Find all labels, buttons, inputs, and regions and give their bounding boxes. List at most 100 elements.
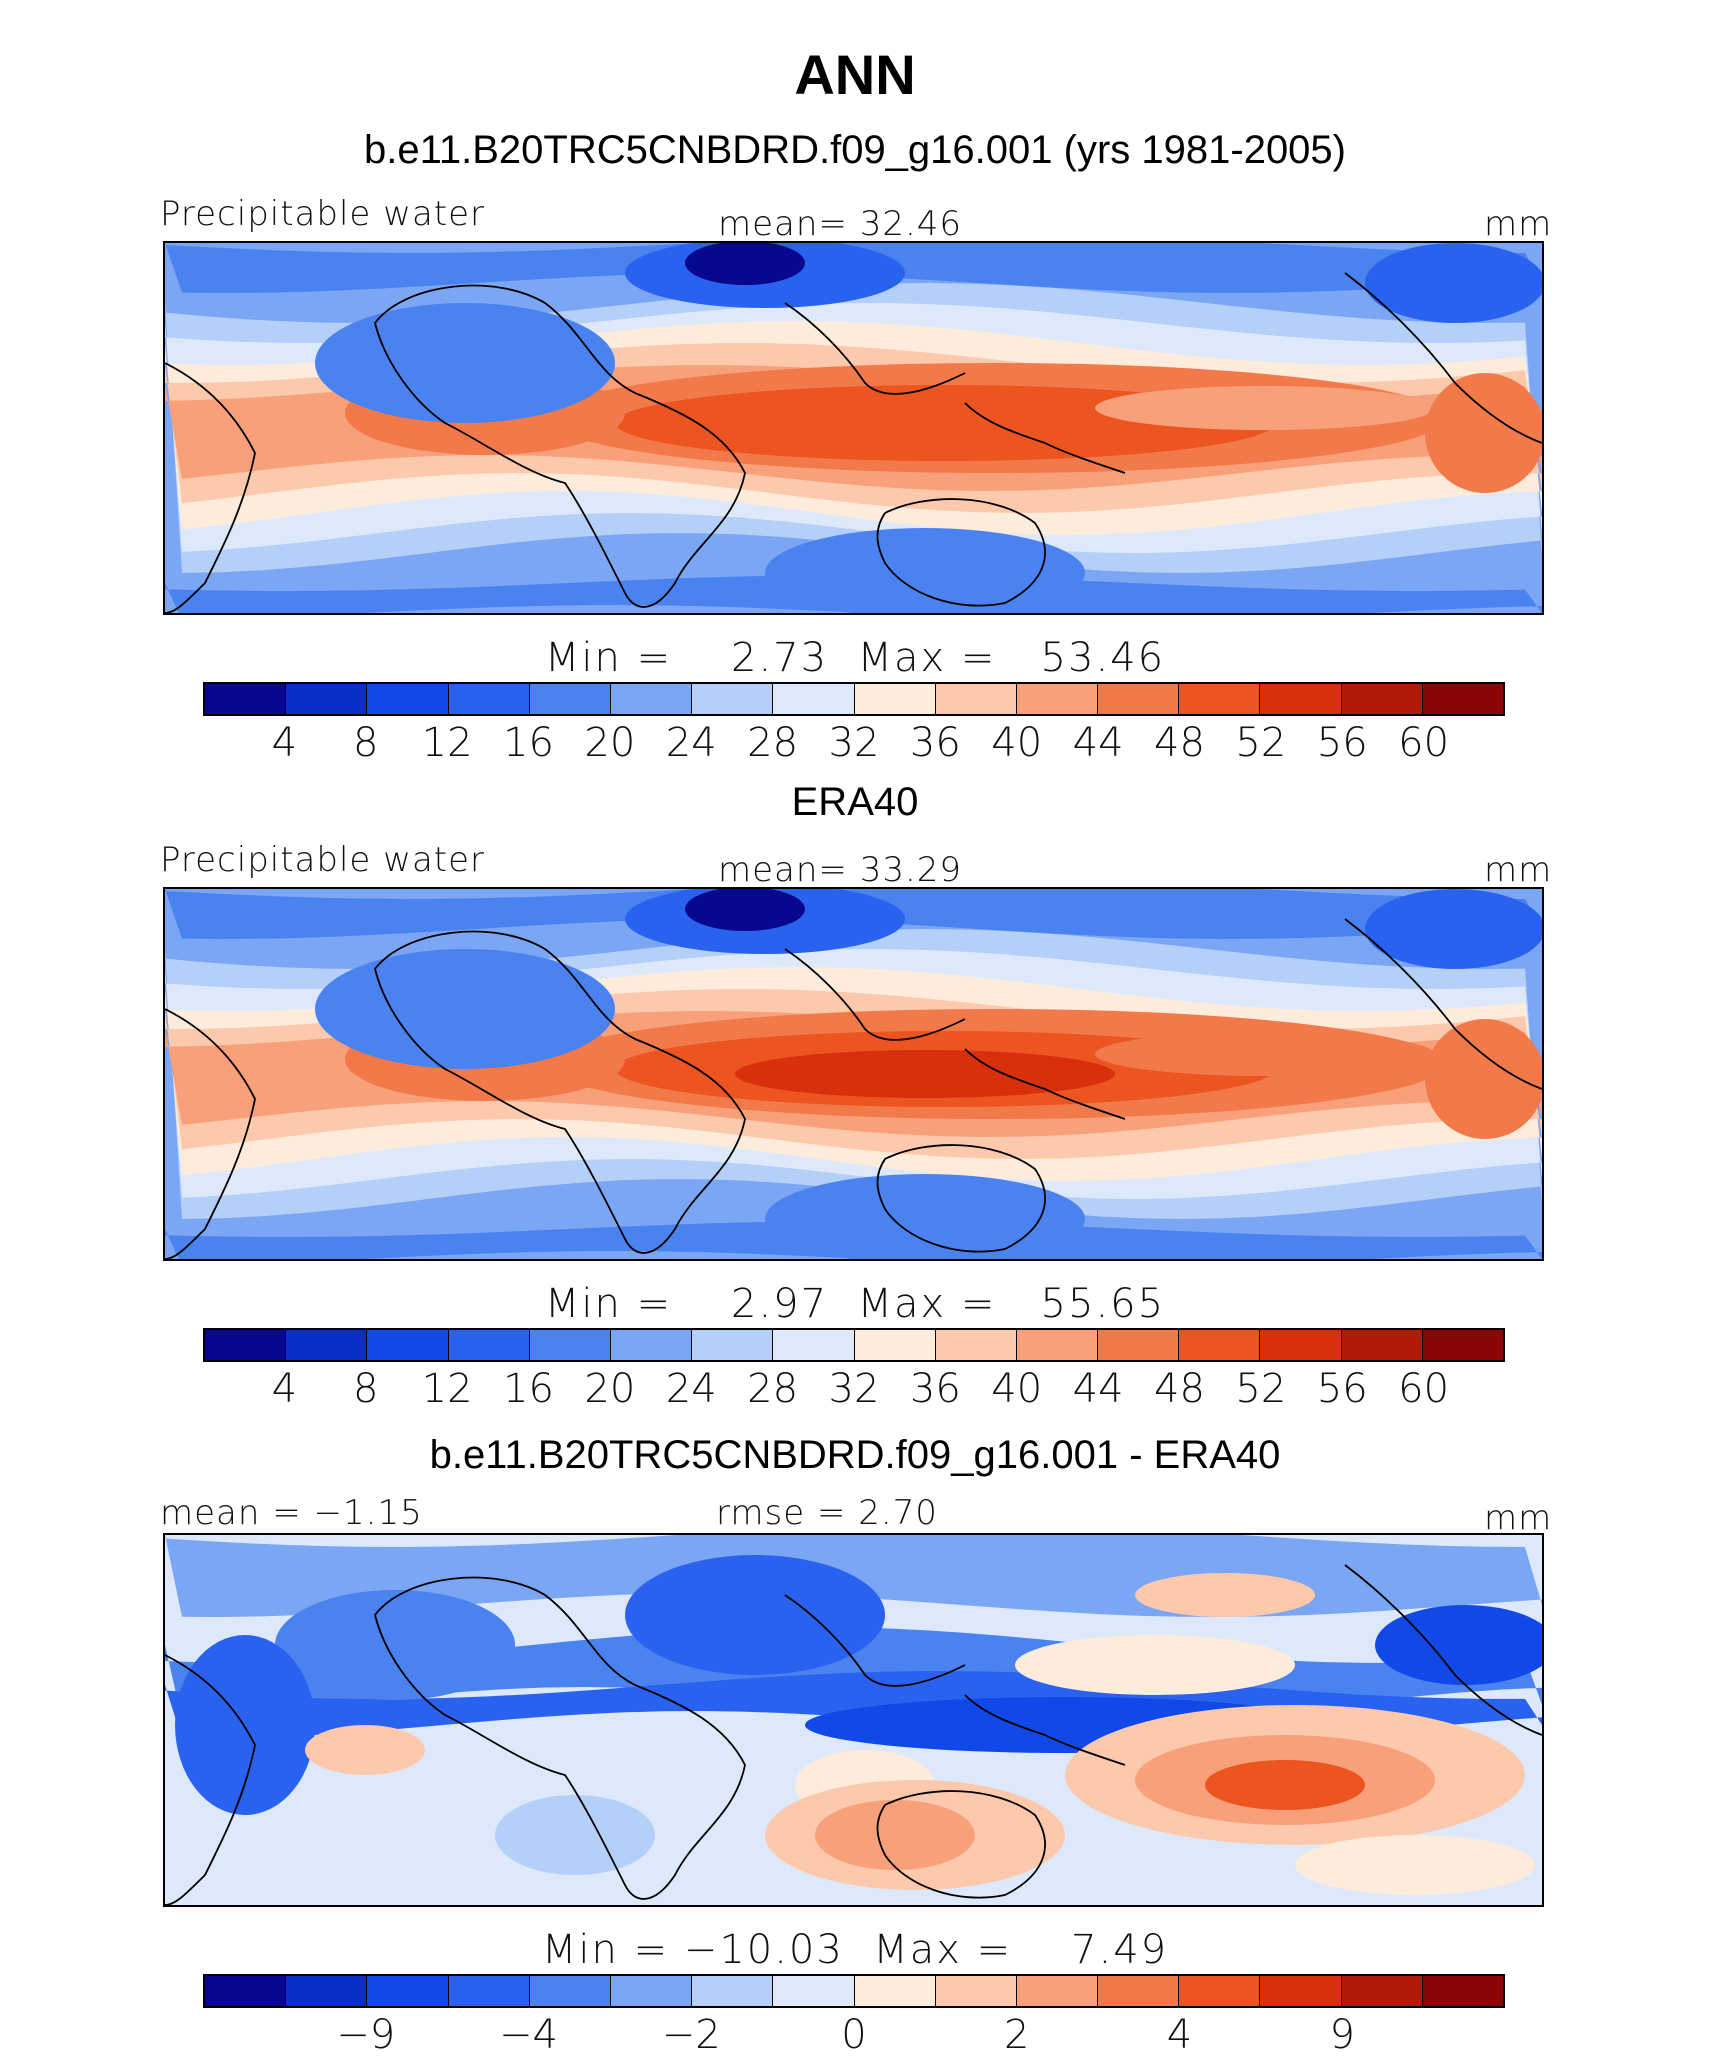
colorbar-box-2 [367, 1976, 449, 2006]
colorbar-tick-label: 16 [503, 720, 554, 766]
colorbar-box-12 [1179, 1976, 1261, 2006]
colorbar-tick-label: 20 [584, 720, 636, 766]
panel-3-heading: b.e11.B20TRC5CNBDRD.f09_g16.001 - ERA40 [429, 1433, 1281, 1477]
panel-1-colorbar-ticks: 4 8 12 16 20 24 28 32 36 40 44 48 52 56 60 [203, 720, 1505, 770]
panel-2-min-max: Min = 2.97 Max = 55.65 [544, 1281, 1166, 1327]
colorbar-box-14 [1341, 1976, 1423, 2006]
colorbar-tick-label: 24 [665, 1366, 717, 1412]
colorbar-tick-label: −9 [336, 2012, 396, 2058]
panel-2-contour-svg [165, 889, 1542, 1259]
colorbar-tick-label: 2 [1004, 2012, 1030, 2058]
panel-1-heading: b.e11.B20TRC5CNBDRD.f09_g16.001 (yrs 198… [363, 128, 1346, 172]
panel-2-mean-label: mean= 33.29 [718, 850, 963, 890]
colorbar-box-12 [1179, 1330, 1261, 1360]
colorbar-box-5 [610, 1976, 693, 2006]
colorbar-box-3 [448, 1330, 530, 1360]
colorbar-box-8 [854, 1330, 936, 1360]
figure-title: ANN [794, 43, 916, 106]
colorbar-box-0 [205, 684, 287, 714]
panel-1-map [163, 241, 1544, 615]
colorbar-box-13 [1260, 1330, 1342, 1360]
colorbar-box-7 [773, 1330, 855, 1360]
colorbar-box-1 [286, 1976, 368, 2006]
colorbar-box-8 [854, 1976, 936, 2006]
colorbar-box-0 [205, 1976, 287, 2006]
colorbar-box-10 [1016, 1976, 1099, 2006]
panel-3-units-label: mm [1484, 1498, 1553, 1538]
colorbar-box-12 [1179, 684, 1261, 714]
colorbar-box-11 [1098, 1330, 1180, 1360]
panel-3-colorbar-ticks: −9 −4 −2 0 2 4 9 [203, 2012, 1505, 2062]
colorbar-tick-label: 20 [584, 1366, 636, 1412]
panel-2-colorbar-ticks: 4 8 12 16 20 24 28 32 36 40 44 48 52 56 60 [203, 1366, 1505, 1416]
colorbar-box-6 [692, 684, 774, 714]
colorbar-box-9 [935, 1976, 1017, 2006]
colorbar-box-11 [1098, 684, 1180, 714]
colorbar-tick-label: 24 [665, 720, 717, 766]
colorbar-tick-label: 32 [828, 1366, 880, 1412]
colorbar-tick-label: 44 [1072, 720, 1124, 766]
panel-2-map [163, 887, 1544, 1261]
panel-3-mean-label: mean = −1.15 [160, 1493, 423, 1533]
panel-2-heading: ERA40 [791, 780, 919, 824]
colorbar-box-13 [1260, 1976, 1342, 2006]
colorbar-box-7 [773, 1976, 855, 2006]
colorbar-tick-label: 28 [747, 720, 799, 766]
colorbar-tick-label: 52 [1235, 1366, 1287, 1412]
colorbar-tick-label: 60 [1398, 1366, 1450, 1412]
colorbar-tick-label: −2 [661, 2012, 721, 2058]
colorbar-box-0 [205, 1330, 287, 1360]
colorbar-box-14 [1341, 684, 1423, 714]
colorbar-box-15 [1422, 1976, 1503, 2006]
colorbar-box-4 [529, 1330, 611, 1360]
colorbar-box-13 [1260, 684, 1342, 714]
colorbar-box-11 [1098, 1976, 1180, 2006]
colorbar-box-5 [610, 684, 693, 714]
colorbar-box-3 [448, 684, 530, 714]
panel-1-mean-label: mean= 32.46 [718, 204, 963, 244]
colorbar-box-8 [854, 684, 936, 714]
colorbar-tick-label: 48 [1154, 720, 1205, 766]
colorbar-box-2 [367, 684, 449, 714]
panel-2-units-label: mm [1484, 850, 1553, 890]
colorbar-tick-label: 4 [1166, 2012, 1193, 2058]
colorbar-box-7 [773, 684, 855, 714]
panel-3-min-max: Min = −10.03 Max = 7.49 [541, 1927, 1169, 1973]
colorbar-box-5 [610, 1330, 693, 1360]
colorbar-tick-label: 4 [271, 720, 298, 766]
colorbar-tick-label: 36 [909, 1366, 961, 1412]
panel-1-min-max: Min = 2.73 Max = 53.46 [544, 635, 1166, 681]
colorbar-tick-label: 4 [271, 1366, 298, 1412]
panel-1-contour-svg [165, 243, 1542, 613]
panel-1-colorbar [203, 682, 1505, 716]
panel-1-variable-label: Precipitable water [160, 194, 486, 234]
colorbar-tick-label: 32 [828, 720, 880, 766]
colorbar-tick-label: 56 [1316, 1366, 1368, 1412]
colorbar-tick-label: 8 [353, 720, 379, 766]
colorbar-tick-label: 0 [841, 2012, 867, 2058]
panel-2-colorbar [203, 1328, 1505, 1362]
colorbar-box-3 [448, 1976, 530, 2006]
colorbar-box-15 [1422, 684, 1503, 714]
colorbar-tick-label: 12 [421, 1366, 473, 1412]
colorbar-tick-label: 9 [1329, 2012, 1355, 2058]
colorbar-tick-label: 48 [1154, 1366, 1205, 1412]
colorbar-box-6 [692, 1976, 774, 2006]
panel-1-units-label: mm [1484, 204, 1553, 244]
colorbar-tick-label: 60 [1398, 720, 1450, 766]
colorbar-box-10 [1016, 1330, 1099, 1360]
panel-2-variable-label: Precipitable water [160, 840, 486, 880]
colorbar-tick-label: 8 [353, 1366, 379, 1412]
colorbar-box-1 [286, 684, 368, 714]
colorbar-box-14 [1341, 1330, 1423, 1360]
colorbar-box-15 [1422, 1330, 1503, 1360]
colorbar-box-4 [529, 1976, 611, 2006]
colorbar-tick-label: 28 [747, 1366, 799, 1412]
colorbar-tick-label: −4 [499, 2012, 558, 2058]
colorbar-box-6 [692, 1330, 774, 1360]
colorbar-box-10 [1016, 684, 1099, 714]
panel-3-colorbar [203, 1974, 1505, 2008]
colorbar-tick-label: 52 [1235, 720, 1287, 766]
colorbar-box-9 [935, 684, 1017, 714]
colorbar-tick-label: 40 [991, 1366, 1043, 1412]
